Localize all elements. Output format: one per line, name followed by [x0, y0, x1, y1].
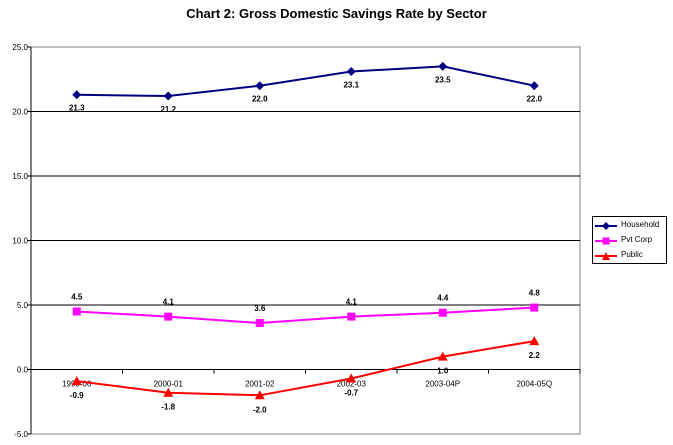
y-tick-label: 15.0: [12, 172, 28, 181]
y-tick-label: 25.0: [12, 43, 28, 52]
legend-item-public: Public: [593, 249, 666, 264]
data-point: [163, 91, 173, 101]
data-label: 4.1: [346, 298, 358, 307]
data-label: 4.8: [529, 289, 541, 298]
data-point: [254, 390, 265, 400]
data-point: [255, 81, 265, 91]
y-tick-label: 20.0: [12, 108, 28, 117]
x-tick-label: 2004-05Q: [516, 380, 552, 389]
data-point: [164, 312, 173, 321]
data-point: [72, 307, 81, 316]
data-label: -2.0: [253, 405, 267, 414]
data-point: [346, 67, 356, 77]
data-label: 4.5: [71, 292, 83, 301]
y-tick-label: -5.0: [14, 430, 28, 439]
data-point: [72, 90, 82, 100]
y-tick-label: 10.0: [12, 237, 28, 246]
data-label: 21.2: [160, 105, 176, 114]
data-label: -0.9: [70, 391, 84, 400]
data-point: [437, 351, 448, 361]
data-label: 23.5: [435, 75, 451, 84]
y-tick-label: 5.0: [17, 301, 29, 310]
legend-item-pvt-corp: Pvt Corp: [593, 234, 666, 249]
data-label: 4.1: [163, 298, 175, 307]
data-point: [438, 61, 448, 71]
x-tick-label: 2001-02: [245, 380, 275, 389]
data-label: -0.7: [344, 389, 358, 398]
data-label: 23.1: [343, 81, 359, 90]
square-marker-icon: [595, 237, 617, 245]
x-tick-label: 2003-04P: [425, 380, 460, 389]
data-label: -1.8: [161, 403, 175, 412]
chart-title: Chart 2: Gross Domestic Savings Rate by …: [186, 6, 487, 21]
data-point: [529, 81, 539, 91]
data-point: [71, 376, 82, 386]
x-tick-label: 2000-01: [154, 380, 184, 389]
legend-label: Public: [621, 250, 643, 259]
data-point: [438, 308, 447, 317]
y-tick-label: 0.0: [17, 366, 29, 375]
data-label: 1.0: [437, 367, 449, 376]
data-label: 21.3: [69, 104, 85, 113]
data-point: [529, 336, 540, 346]
diamond-marker-icon: [595, 222, 617, 230]
series-line-public: [76, 340, 535, 397]
data-point: [347, 312, 356, 321]
data-point: [255, 319, 264, 328]
data-label: 22.0: [526, 95, 542, 104]
data-point: [163, 387, 174, 397]
series-line-household: [76, 65, 535, 98]
legend-label: Pvt Corp: [621, 235, 653, 244]
legend-label: Household: [621, 220, 660, 229]
legend-item-household: Household: [593, 219, 666, 234]
legend: Household Pvt Corp Public: [592, 216, 667, 264]
data-label: 4.4: [437, 294, 449, 303]
series-line-pvt-corp: [76, 306, 535, 325]
data-label: 3.6: [254, 304, 266, 313]
x-tick-label: 2002-03: [337, 380, 367, 389]
data-label: 22.0: [252, 95, 268, 104]
triangle-marker-icon: [595, 252, 617, 260]
data-point: [530, 303, 539, 312]
data-point: [346, 373, 357, 383]
data-label: 2.2: [529, 351, 541, 360]
